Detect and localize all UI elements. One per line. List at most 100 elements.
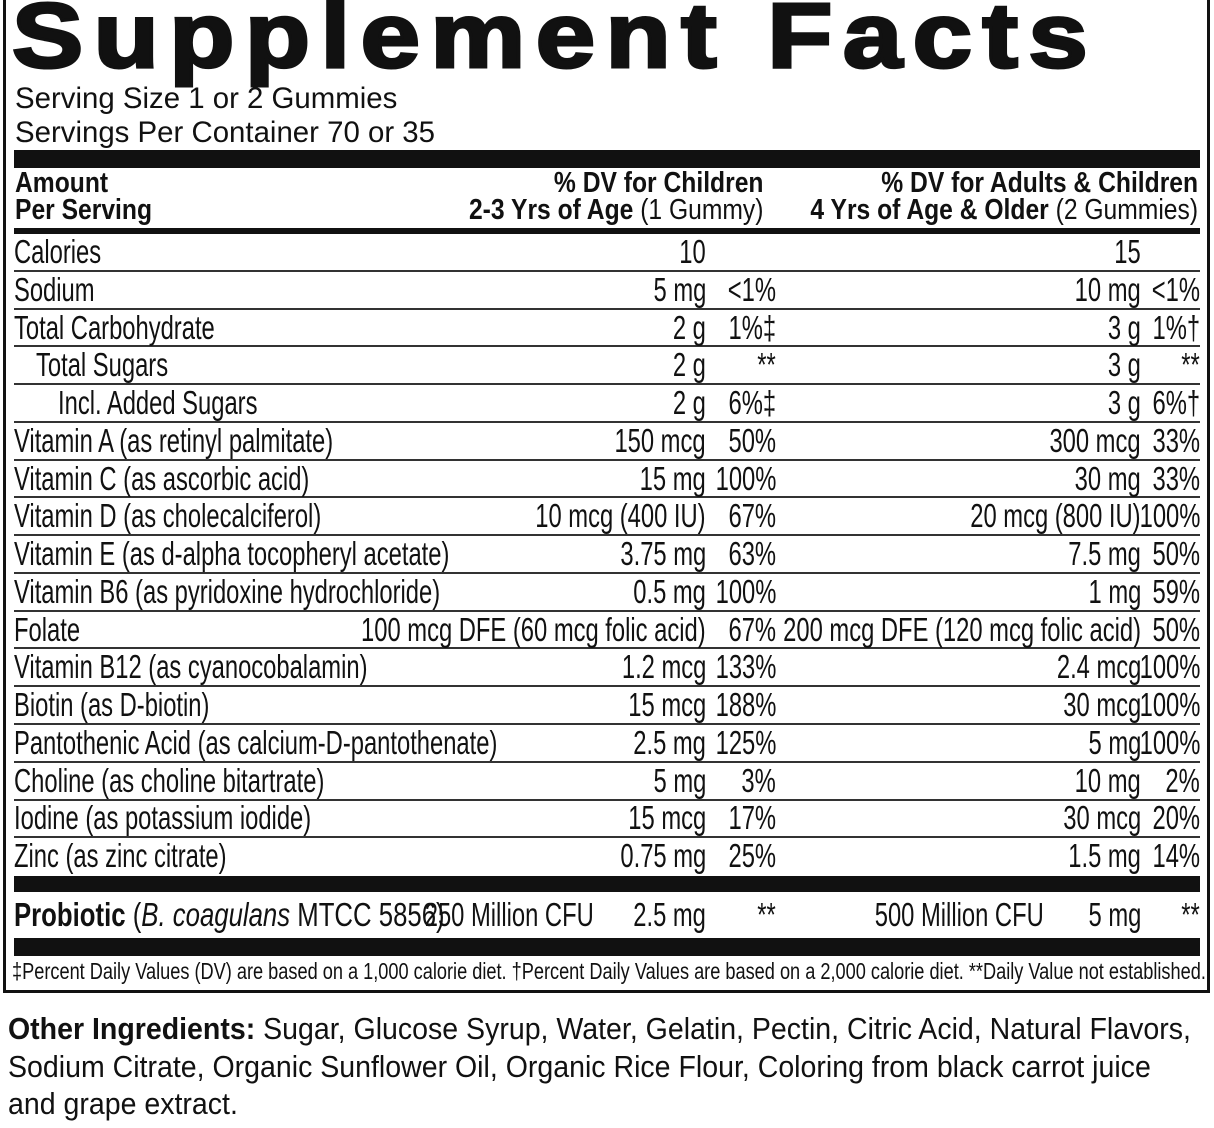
amount-per-serving-header: Amount Per Serving — [15, 169, 153, 226]
header-text: (1 Gummy) — [632, 194, 763, 226]
adult-amount: 15 — [1114, 233, 1141, 270]
child-dv: 100% — [715, 459, 776, 497]
adult-dv: ** — [1181, 896, 1200, 933]
adult-amount: 7.5 mg — [1068, 535, 1141, 573]
child-amount: 15 mcg — [628, 799, 706, 837]
nutrient-row: Vitamin D (as cholecalciferol) 10 mcg (40… — [14, 497, 1200, 537]
nutrient-label: Zinc (as zinc citrate) — [14, 837, 227, 875]
other-ingredients-label: Other Ingredients: — [8, 1011, 256, 1046]
nutrient-label: Biotin (as D-biotin) — [14, 686, 210, 724]
nutrient-row: Sodium 5 mg <1% 10 mg <1% — [14, 270, 1200, 310]
child-amount: 2.5 mg — [633, 896, 706, 933]
child-amount: 150 mcg — [614, 421, 706, 459]
child-dv: 25% — [728, 837, 776, 875]
adult-dv: ** — [1181, 346, 1200, 384]
nutrient-label: Vitamin E (as d-alpha tocopheryl acetate… — [14, 535, 450, 573]
probiotic-strain: MTCC 5856) — [290, 896, 445, 933]
nutrient-label: Total Sugars — [36, 346, 169, 384]
probiotic-label: Probiotic (B. coagulans MTCC 5856) — [14, 896, 445, 934]
nutrient-label: Pantothenic Acid (as calcium-D-pantothen… — [14, 723, 498, 761]
child-dv: 133% — [715, 648, 776, 686]
nutrient-row: Choline (as choline bitartrate) 5 mg 3% 10 … — [14, 761, 1200, 801]
child-dv: ** — [757, 346, 776, 384]
panel-title: Supplement Facts — [10, 0, 1099, 89]
adult-dv: 6%† — [1152, 384, 1200, 422]
adult-dv: 14% — [1152, 837, 1200, 875]
probiotic-row: Probiotic (B. coagulans MTCC 5856) 250 M… — [14, 892, 1200, 938]
child-dv: 17% — [728, 799, 776, 837]
adult-dv: 33% — [1152, 421, 1200, 459]
nutrient-row: Zinc (as zinc citrate) 0.75 mg 25% 1.5 mg 14… — [14, 837, 1200, 876]
nutrient-row: Biotin (as D-biotin) 15 mcg 188% 30 mcg 100% — [14, 686, 1200, 725]
nutrient-row: Total Sugars 2 g ** 3 g ** — [14, 346, 1200, 386]
nutrient-row: Calories 10 15 — [14, 233, 1200, 272]
child-dv: 63% — [728, 535, 776, 573]
adult-dv: 100% — [1139, 648, 1200, 686]
adult-amount: 1.5 mg — [1068, 837, 1141, 875]
adult-amount: 30 mg — [1074, 459, 1141, 497]
adult-amount: 3 g — [1107, 346, 1141, 384]
child-dv: 3% — [741, 761, 776, 799]
adult-amount: 10 mg — [1074, 761, 1141, 799]
child-amount: 10 mcg (400 IU) — [535, 497, 706, 535]
child-dv: 100% — [715, 572, 776, 610]
adult-dv: 100% — [1139, 723, 1200, 761]
probiotic-name: Probiotic — [14, 896, 126, 933]
child-dv: ** — [757, 896, 776, 933]
child-cfu: 250 Million CFU — [424, 896, 594, 933]
child-amount: 5 mg — [653, 270, 706, 308]
adult-amount: 30 mcg — [1063, 686, 1141, 724]
nutrient-row: Pantothenic Acid (as calcium-D-pantothen… — [14, 723, 1200, 763]
adult-amount: 3 g — [1107, 384, 1141, 422]
children-dv-header: % DV for Children 2-3 Yrs of Age (1 Gumm… — [468, 169, 763, 226]
adult-dv: 50% — [1152, 610, 1200, 648]
divider-thick — [14, 938, 1200, 956]
nutrient-label: Iodine (as potassium iodide) — [14, 799, 312, 837]
other-ingredients: Other Ingredients: Sugar, Glucose Syrup,… — [8, 1010, 1195, 1123]
nutrient-label: Total Carbohydrate — [14, 308, 215, 346]
divider-medium — [14, 228, 1200, 234]
adult-dv: 59% — [1152, 572, 1200, 610]
child-amount: 2 g — [672, 346, 706, 384]
nutrient-row: Vitamin B12 (as cyanocobalamin) 1.2 mcg 13… — [14, 648, 1200, 688]
nutrient-label: Incl. Added Sugars — [58, 384, 258, 422]
probiotic-species: B. coagulans — [141, 896, 291, 933]
supplement-facts-panel — [3, 0, 1210, 993]
adults-dv-header: % DV for Adults & Children 4 Yrs of Age … — [810, 167, 1198, 226]
nutrient-row: Vitamin E (as d-alpha tocopheryl acetate… — [14, 535, 1200, 574]
child-amount: 15 mcg — [628, 686, 706, 724]
other-ingredients-text: Sugar, Glucose Syrup, Water, Gelatin, Pe… — [8, 1011, 1191, 1121]
adult-dv: 2% — [1165, 761, 1200, 799]
adult-dv: 50% — [1152, 535, 1200, 573]
adult-amount: 300 mcg — [1049, 421, 1141, 459]
nutrient-label: Folate — [14, 610, 81, 648]
adult-amount: 5 mg — [1088, 723, 1141, 761]
child-dv: 1%‡ — [728, 308, 776, 346]
adult-amount: 20 mcg (800 IU) — [970, 497, 1141, 535]
nutrient-row: Vitamin B6 (as pyridoxine hydrochloride)… — [14, 572, 1200, 612]
nutrient-row: Iodine (as potassium iodide) 15 mcg 17% 30 … — [14, 799, 1200, 839]
child-dv: 50% — [728, 421, 776, 459]
adult-amount: 30 mcg — [1063, 799, 1141, 837]
nutrient-row: Incl. Added Sugars 2 g 6%‡ 3 g 6%† — [14, 384, 1200, 423]
adult-amount: 1 mg — [1088, 572, 1141, 610]
servings-per-container: Servings Per Container 70 or 35 — [15, 116, 436, 149]
nutrient-label: Vitamin D (as cholecalciferol) — [14, 497, 322, 535]
child-dv: <1% — [727, 270, 776, 308]
adult-amount: 5 mg — [1088, 896, 1141, 933]
header-text: % DV for Adults & Children — [881, 167, 1198, 199]
nutrient-label: Vitamin B12 (as cyanocobalamin) — [14, 648, 368, 686]
child-dv: 67% — [728, 497, 776, 535]
child-amount: 2.5 mg — [633, 723, 706, 761]
header-text: 2-3 Yrs of Age — [468, 194, 633, 226]
adult-amount: 2.4 mcg — [1056, 648, 1141, 686]
header-text: Per Serving — [15, 194, 153, 226]
child-amount: 0.5 mg — [633, 572, 706, 610]
child-amount: 100 mcg DFE (60 mcg folic acid) — [361, 610, 706, 648]
adult-dv: 20% — [1152, 799, 1200, 837]
child-amount: 0.75 mg — [620, 837, 706, 875]
nutrient-label: Vitamin A (as retinyl palmitate) — [14, 421, 334, 459]
header-text: (2 Gummies) — [1048, 194, 1198, 226]
child-dv: 125% — [715, 723, 776, 761]
nutrient-label: Vitamin B6 (as pyridoxine hydrochloride) — [14, 572, 441, 610]
